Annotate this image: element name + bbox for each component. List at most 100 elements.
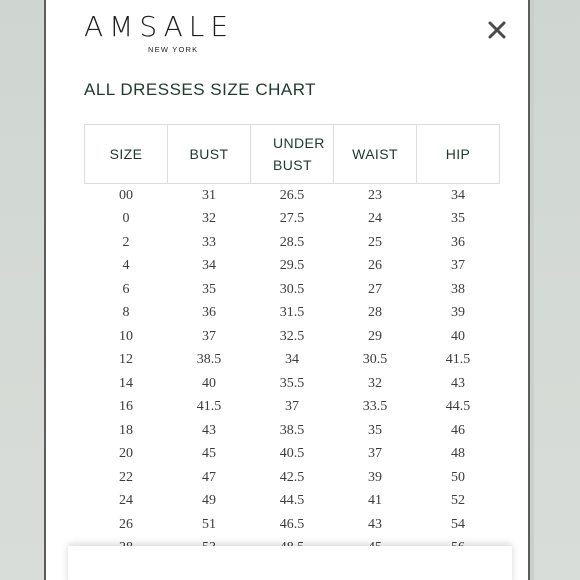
size-chart-body: 00 31 26.5 23 34 0 32 27.5 24 35 2 33 28.5 25 36 4 34 29.… bbox=[85, 184, 500, 561]
cell-hip: 40 bbox=[451, 328, 465, 344]
cell-under-bust: 32.5 bbox=[279, 328, 305, 344]
cell-size: 6 bbox=[122, 281, 130, 297]
column-header-bust: BUST bbox=[167, 124, 251, 184]
cell-size: 18 bbox=[119, 422, 133, 438]
cell-bust: 31 bbox=[202, 187, 216, 203]
column-header-under-bust-label: UNDER BUST bbox=[273, 135, 325, 173]
size-chart-modal: AMSALE NEW YORK ALL DRESSES SIZE CHART S… bbox=[44, 0, 530, 580]
cell-hip: 37 bbox=[451, 258, 465, 274]
cell-bust: 34 bbox=[202, 258, 216, 274]
page-backdrop-right bbox=[534, 0, 580, 580]
table-row: 8 36 31.5 28 39 bbox=[85, 302, 500, 326]
cell-under-bust: 26.5 bbox=[279, 187, 305, 203]
close-icon bbox=[488, 21, 506, 39]
table-row: 12 38.5 34 30.5 41.5 bbox=[85, 349, 500, 373]
cell-bust: 41.5 bbox=[196, 399, 222, 415]
cell-bust: 40 bbox=[202, 375, 216, 391]
cell-size: 14 bbox=[119, 375, 133, 391]
size-chart-table: SIZE BUST UNDER BUST WAIST HIP 00 31 26.5 2… bbox=[84, 124, 500, 560]
bottom-overlay-panel bbox=[68, 546, 512, 580]
cell-waist: 32 bbox=[368, 375, 382, 391]
column-header-size: SIZE bbox=[84, 124, 168, 184]
cell-under-bust: 30.5 bbox=[279, 281, 305, 297]
cell-hip: 44.5 bbox=[445, 399, 471, 415]
cell-waist: 41 bbox=[368, 493, 382, 509]
cell-under-bust: 28.5 bbox=[279, 234, 305, 250]
cell-waist: 26 bbox=[368, 258, 382, 274]
cell-hip: 54 bbox=[451, 516, 465, 532]
brand-logo: AMSALE NEW YORK bbox=[84, 10, 235, 54]
cell-bust: 35 bbox=[202, 281, 216, 297]
cell-size: 8 bbox=[122, 305, 130, 321]
cell-size: 0 bbox=[122, 211, 130, 227]
cell-waist: 27 bbox=[368, 281, 382, 297]
cell-size: 10 bbox=[119, 328, 133, 344]
column-header-waist: WAIST bbox=[333, 124, 417, 184]
cell-waist: 30.5 bbox=[362, 352, 388, 368]
cell-hip: 36 bbox=[451, 234, 465, 250]
cell-under-bust: 37 bbox=[285, 399, 299, 415]
cell-bust: 51 bbox=[202, 516, 216, 532]
cell-waist: 37 bbox=[368, 446, 382, 462]
cell-bust: 33 bbox=[202, 234, 216, 250]
table-row: 0 32 27.5 24 35 bbox=[85, 208, 500, 232]
cell-waist: 33.5 bbox=[362, 399, 388, 415]
cell-size: 24 bbox=[119, 493, 133, 509]
cell-waist: 23 bbox=[368, 187, 382, 203]
cell-hip: 52 bbox=[451, 493, 465, 509]
table-row: 10 37 32.5 29 40 bbox=[85, 325, 500, 349]
cell-hip: 48 bbox=[451, 446, 465, 462]
cell-size: 16 bbox=[119, 399, 133, 415]
table-row: 20 45 40.5 37 48 bbox=[85, 443, 500, 467]
table-row: 26 51 46.5 43 54 bbox=[85, 513, 500, 537]
cell-under-bust: 27.5 bbox=[279, 211, 305, 227]
cell-size: 12 bbox=[119, 352, 133, 368]
close-button[interactable] bbox=[486, 19, 508, 41]
column-header-hip: HIP bbox=[416, 124, 500, 184]
cell-bust: 38.5 bbox=[196, 352, 222, 368]
table-row: 22 47 42.5 39 50 bbox=[85, 466, 500, 490]
cell-under-bust: 44.5 bbox=[279, 493, 305, 509]
table-row: 14 40 35.5 32 43 bbox=[85, 372, 500, 396]
cell-hip: 38 bbox=[451, 281, 465, 297]
cell-size: 22 bbox=[119, 469, 133, 485]
modal-header: AMSALE NEW YORK bbox=[46, 0, 528, 58]
cell-under-bust: 46.5 bbox=[279, 516, 305, 532]
cell-under-bust: 34 bbox=[285, 352, 299, 368]
cell-size: 2 bbox=[122, 234, 130, 250]
cell-size: 00 bbox=[119, 187, 133, 203]
cell-size: 26 bbox=[119, 516, 133, 532]
cell-hip: 50 bbox=[451, 469, 465, 485]
cell-bust: 36 bbox=[202, 305, 216, 321]
cell-hip: 46 bbox=[451, 422, 465, 438]
table-row: 2 33 28.5 25 36 bbox=[85, 231, 500, 255]
page-backdrop-left bbox=[0, 0, 46, 580]
cell-under-bust: 31.5 bbox=[279, 305, 305, 321]
column-header-under-bust: UNDER BUST bbox=[250, 124, 334, 184]
cell-waist: 25 bbox=[368, 234, 382, 250]
cell-bust: 43 bbox=[202, 422, 216, 438]
cell-hip: 41.5 bbox=[445, 352, 471, 368]
cell-hip: 39 bbox=[451, 305, 465, 321]
table-row: 4 34 29.5 26 37 bbox=[85, 255, 500, 279]
cell-bust: 32 bbox=[202, 211, 216, 227]
table-header-row: SIZE BUST UNDER BUST WAIST HIP bbox=[84, 124, 500, 184]
cell-size: 4 bbox=[122, 258, 130, 274]
cell-bust: 49 bbox=[202, 493, 216, 509]
cell-hip: 34 bbox=[451, 187, 465, 203]
table-row: 16 41.5 37 33.5 44.5 bbox=[85, 396, 500, 420]
cell-size: 20 bbox=[119, 446, 133, 462]
cell-hip: 35 bbox=[451, 211, 465, 227]
table-row: 24 49 44.5 41 52 bbox=[85, 490, 500, 514]
size-chart-title: ALL DRESSES SIZE CHART bbox=[84, 80, 317, 99]
cell-under-bust: 40.5 bbox=[279, 446, 305, 462]
cell-under-bust: 38.5 bbox=[279, 422, 305, 438]
cell-waist: 28 bbox=[368, 305, 382, 321]
cell-under-bust: 35.5 bbox=[279, 375, 305, 391]
table-row: 6 35 30.5 27 38 bbox=[85, 278, 500, 302]
cell-bust: 37 bbox=[202, 328, 216, 344]
cell-bust: 47 bbox=[202, 469, 216, 485]
table-row: 18 43 38.5 35 46 bbox=[85, 419, 500, 443]
brand-name: AMSALE bbox=[84, 10, 235, 43]
cell-under-bust: 29.5 bbox=[279, 258, 305, 274]
